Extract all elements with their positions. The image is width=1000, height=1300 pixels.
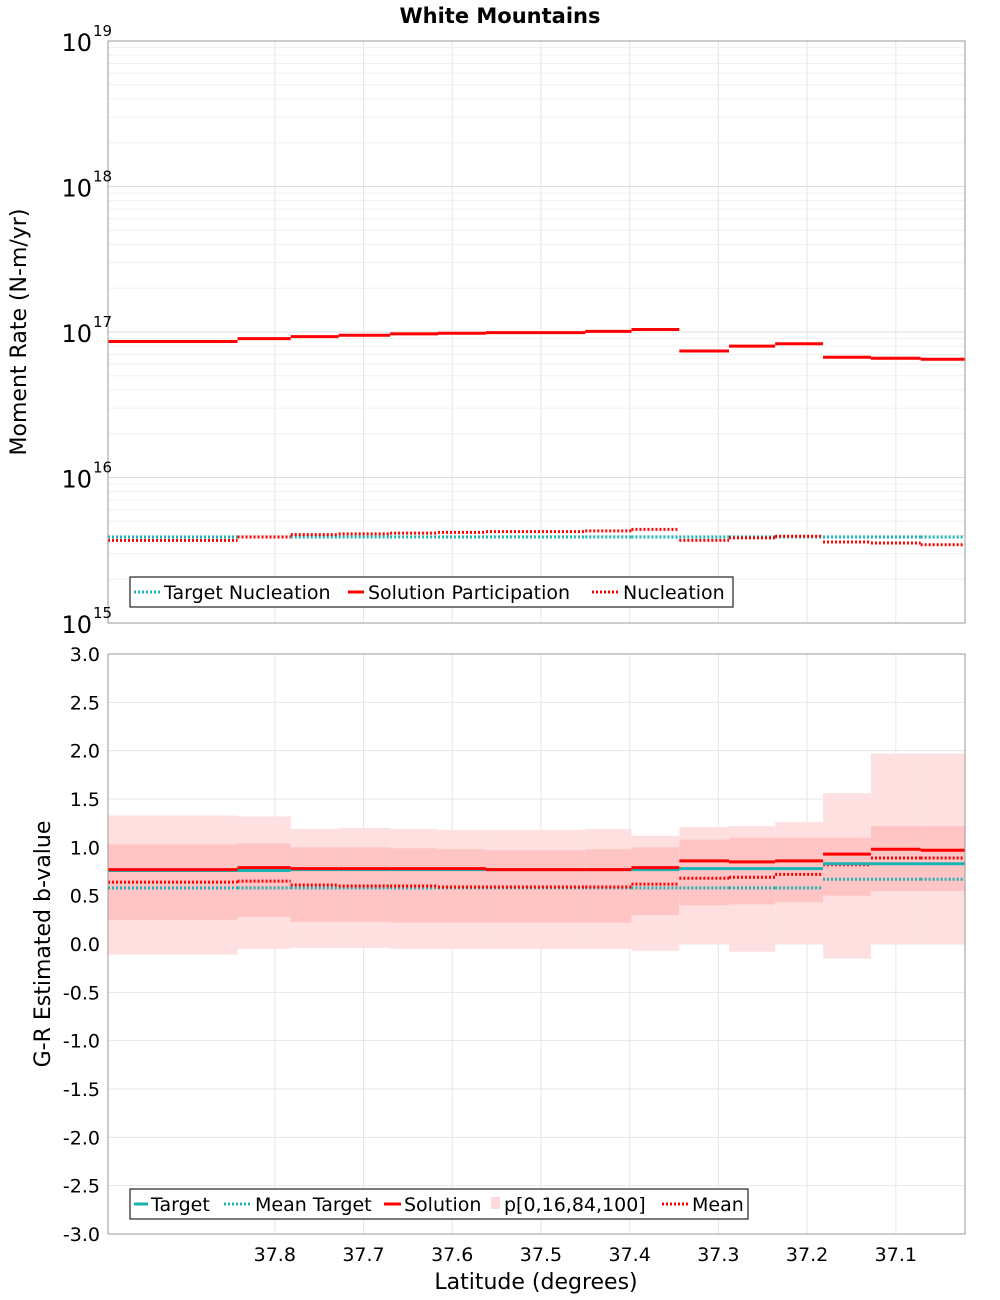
x-tick-label: 37.4	[608, 1244, 650, 1266]
band-p16-p84	[585, 849, 632, 923]
bottom-y-tick-label: -1.0	[63, 1031, 100, 1053]
x-tick-label: 37.3	[697, 1244, 739, 1266]
bottom-y-tick-label: 1.5	[70, 789, 100, 811]
top-y-tick-label-exponent: 19	[93, 22, 112, 40]
top-y-tick-label-base: 10	[61, 29, 92, 57]
top-y-tick-label-base: 10	[61, 175, 92, 203]
bottom-series	[108, 847, 965, 890]
legend-label-nucleation: Nucleation	[623, 582, 725, 604]
top-y-tick-label-base: 10	[61, 611, 92, 639]
legend-label-band: p[0,16,84,100]	[504, 1194, 646, 1216]
x-tick-label: 37.2	[786, 1244, 828, 1266]
top-y-tick-label-base: 10	[61, 320, 92, 348]
bottom-bands	[108, 753, 965, 959]
legend-label-solution-participation: Solution Participation	[368, 582, 570, 604]
bottom-panel: 3.0 2.5 2.0 1.5 1.0 0.5 0.0 -0.5 -1.0 -1.5 -2.0 -2.…	[31, 644, 966, 1295]
top-y-tick-label-exponent: 17	[93, 313, 112, 331]
x-axis-label: Latitude (degrees)	[434, 1270, 637, 1295]
top-grid	[108, 40, 965, 624]
chart-title: White Mountains	[400, 4, 601, 28]
band-p16-p84	[729, 837, 776, 905]
bottom-y-tick-label: -1.5	[63, 1079, 100, 1101]
top-legend: Target Nucleation Solution Participation…	[129, 576, 734, 608]
x-tick-label: 37.7	[342, 1244, 384, 1266]
x-tick-label: 37.8	[254, 1244, 296, 1266]
bottom-plot-frame	[107, 653, 966, 1235]
band-p16-p84	[679, 839, 730, 906]
bottom-y-tick-label: 2.0	[70, 741, 100, 763]
top-plot-frame	[107, 40, 966, 624]
bottom-y-ticks: 3.0 2.5 2.0 1.5 1.0 0.5 0.0 -0.5 -1.0 -1.5 -2.0 -2.…	[63, 644, 100, 1246]
legend-label-solution: Solution	[404, 1194, 481, 1216]
band-p16-p84	[823, 837, 871, 896]
bottom-y-tick-label: -2.0	[63, 1127, 100, 1149]
bottom-y-tick-label: -3.0	[63, 1224, 100, 1246]
bottom-y-tick-label: -2.5	[63, 1176, 100, 1198]
band-p16-p84	[631, 847, 680, 915]
top-y-tick-label-base: 10	[61, 466, 92, 494]
band-p16-p84	[390, 848, 439, 923]
x-tick-label: 37.5	[520, 1244, 562, 1266]
legend-label-target: Target	[150, 1194, 210, 1216]
top-legend-box	[129, 576, 734, 608]
bottom-y-tick-label: 0.5	[70, 886, 100, 908]
bottom-y-tick-label: 0.0	[70, 934, 100, 956]
x-ticks: 37.8 37.7 37.6 37.5 37.4 37.3 37.2 37.1	[254, 1244, 917, 1266]
x-tick-label: 37.1	[875, 1244, 917, 1266]
top-y-axis-label: Moment Rate (N-m/yr)	[7, 209, 32, 456]
band-p16-p84	[290, 847, 339, 922]
top-y-tick-label-exponent: 18	[93, 168, 112, 186]
x-tick-label: 37.6	[431, 1244, 473, 1266]
top-y-tick-label-exponent: 16	[93, 459, 112, 477]
legend-swatch-band	[491, 1197, 500, 1209]
bottom-legend: Target Mean Target Solution p[0,16,84,10…	[129, 1188, 749, 1220]
legend-label-mean-target: Mean Target	[255, 1194, 372, 1216]
legend-label-mean: Mean	[692, 1194, 744, 1216]
bottom-y-axis-label: G-R Estimated b-value	[31, 821, 56, 1068]
bottom-y-tick-label: 3.0	[70, 644, 100, 666]
top-y-tick-label-exponent: 15	[93, 604, 112, 622]
legend-label-target-nucleation: Target Nucleation	[163, 582, 331, 604]
band-p16-p84	[438, 849, 486, 923]
top-series	[108, 328, 965, 547]
bottom-y-tick-label: -0.5	[63, 982, 100, 1004]
bottom-y-tick-label: 2.5	[70, 692, 100, 714]
bottom-y-tick-label: 1.0	[70, 837, 100, 859]
